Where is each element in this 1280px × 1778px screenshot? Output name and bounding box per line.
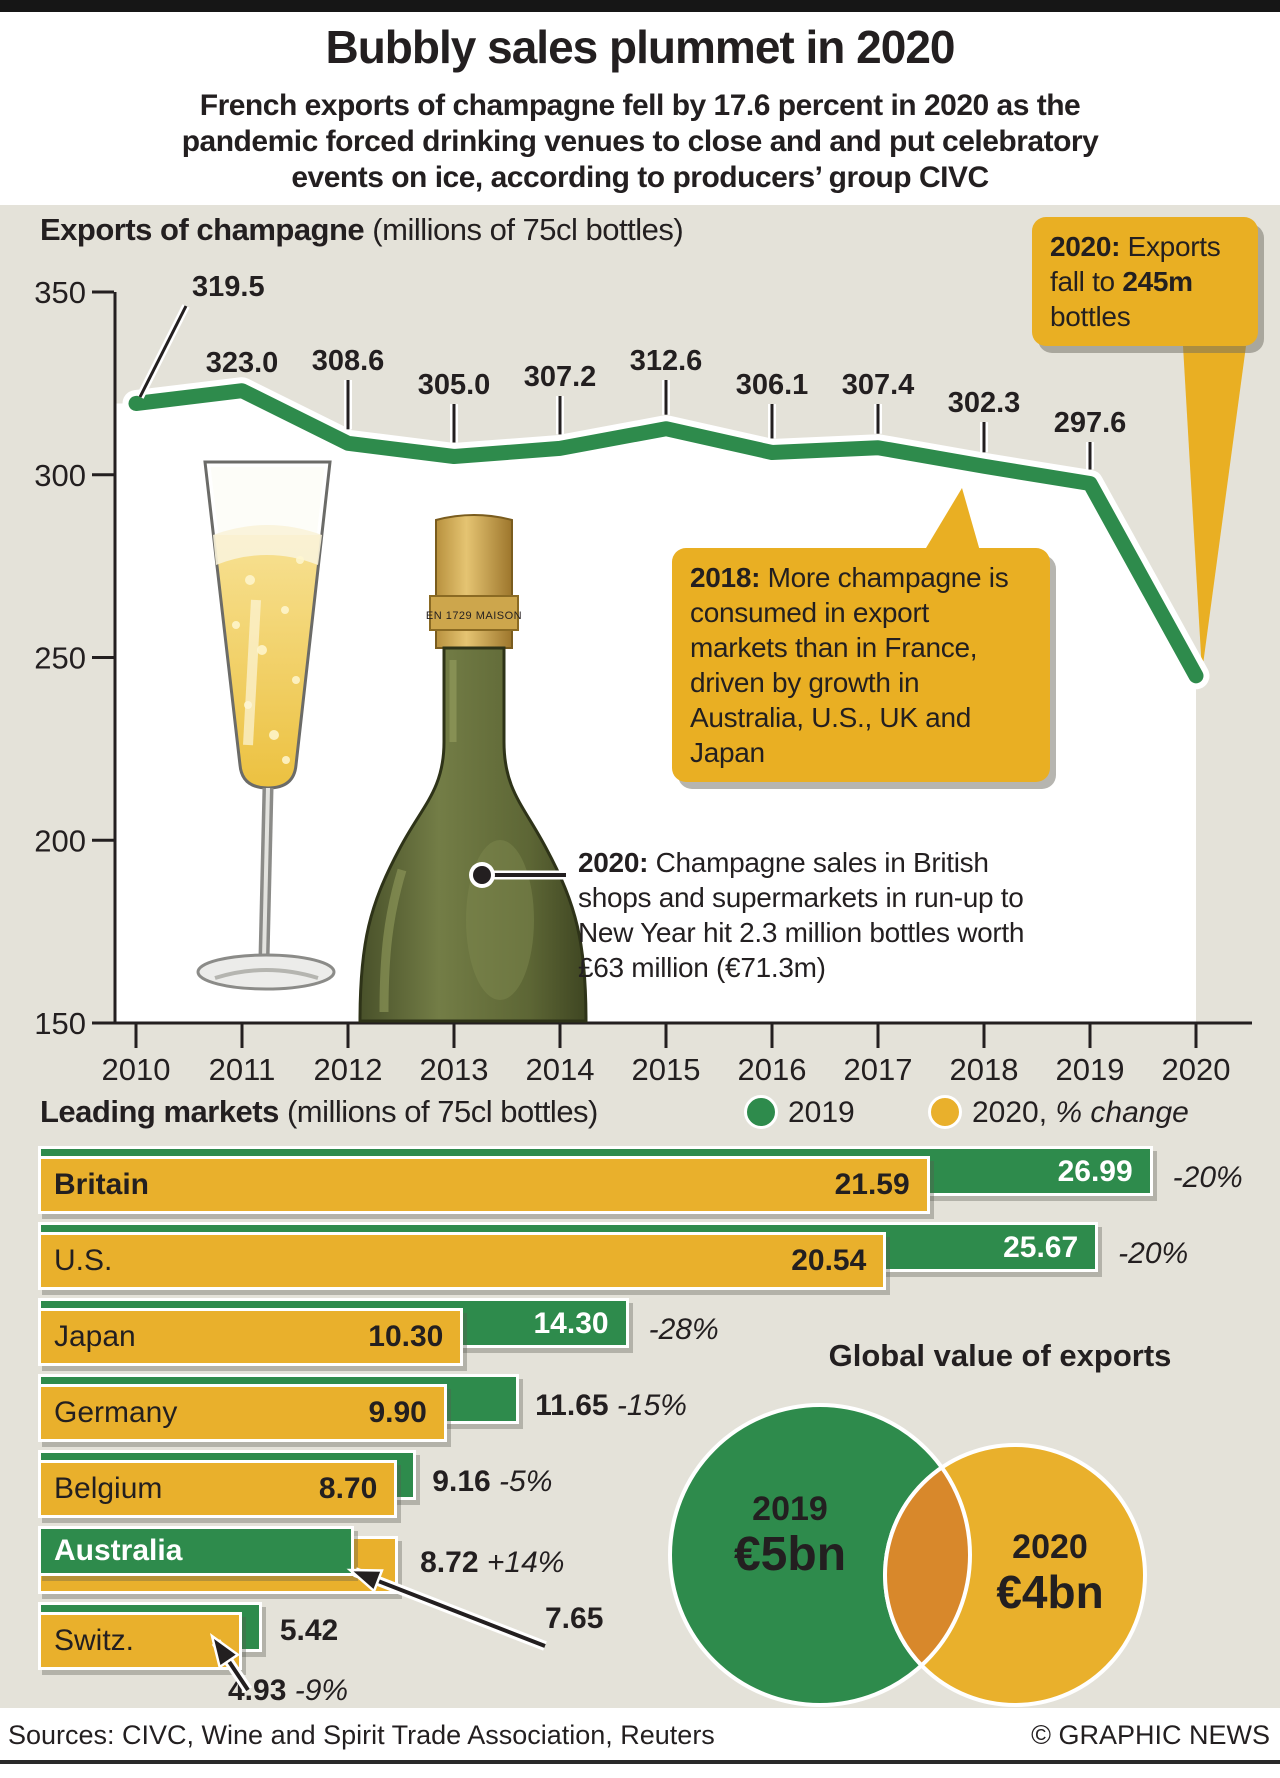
legend-2019-label: 2019	[788, 1096, 855, 1129]
bar-value-2019: 25.67	[1003, 1231, 1079, 1264]
bar-2019	[38, 1526, 354, 1576]
bar-value-2019: 26.99	[1057, 1155, 1133, 1188]
legend-2019-dot	[744, 1095, 778, 1129]
page-subtitle: French exports of champagne fell by 17.6…	[0, 88, 1280, 196]
bar-value-2020: 20.54	[791, 1244, 867, 1277]
bar-country-label: U.S.	[54, 1244, 113, 1277]
bar-value-2019: 5.42	[279, 1614, 339, 1647]
bar-value-2020-and-pct: 8.72 +14%	[420, 1546, 565, 1579]
bar-country-label: Australia	[54, 1534, 183, 1567]
subtitle-line-1: French exports of champagne fell by 17.6…	[199, 89, 1081, 122]
bar-chart-title-rest: (millions of 75cl bottles)	[278, 1094, 598, 1129]
bar-2020	[38, 1156, 930, 1214]
bar-value-2019: 7.65	[545, 1602, 604, 1635]
callout-2018-export-markets: 2018: More champagne is consumed in expo…	[672, 548, 1050, 782]
bar-2020	[38, 1232, 887, 1290]
bar-country-label: Switz.	[54, 1624, 135, 1657]
legend-2020-dot	[928, 1095, 962, 1129]
bar-pct-change: -20%	[1172, 1161, 1243, 1194]
top-black-bar	[0, 0, 1280, 12]
line-chart-title: Exports of champagne (millions of 75cl b…	[40, 212, 684, 248]
bar-country-label: Japan	[54, 1320, 136, 1353]
bar-pct-change: -28%	[648, 1313, 719, 1346]
bar-chart-title: Leading markets (millions of 75cl bottle…	[40, 1094, 598, 1130]
line-chart-title-bold: Exports of champagne	[40, 212, 365, 247]
bar-country-label: Belgium	[54, 1472, 163, 1505]
bar-value-2020: 9.90	[368, 1396, 427, 1429]
line-chart-title-rest: (millions of 75cl bottles)	[364, 212, 684, 247]
callout-2020-exports: 2020: Exports fall to 245m bottles	[1032, 217, 1258, 346]
bar-2020	[38, 1460, 398, 1518]
bar-2020	[38, 1384, 447, 1442]
page-title: Bubbly sales plummet in 2020	[325, 21, 955, 73]
bar-country-label: Britain	[54, 1168, 150, 1201]
footer: Sources: CIVC, Wine and Spirit Trade Ass…	[0, 1708, 1280, 1760]
bar-value-2020-and-pct: 4.93 -9%	[228, 1674, 349, 1707]
note-2020-british-sales: 2020: Champagne sales in British shops a…	[578, 847, 1025, 983]
global-value-title: Global value of exports	[828, 1338, 1172, 1373]
bar-value-2019-and-pct: 9.16 -5%	[432, 1465, 553, 1498]
bar-value-2019-and-pct: 11.65 -15%	[535, 1389, 687, 1422]
sources-text: Sources: CIVC, Wine and Spirit Trade Ass…	[8, 1720, 715, 1750]
subtitle-line-2: pandemic forced drinking venues to close…	[181, 125, 1099, 158]
bar-value-2019: 14.30	[533, 1307, 609, 1340]
subtitle-line-3: events on ice, according to producers’ g…	[291, 161, 989, 194]
bar-value-2020: 8.70	[318, 1472, 378, 1505]
bar-pct-change: -20%	[1118, 1237, 1189, 1270]
bar-value-2020: 10.30	[368, 1320, 444, 1353]
bottom-rule	[0, 1760, 1280, 1764]
bar-value-2020: 21.59	[834, 1168, 910, 1201]
legend-2020-label: 2020, % change	[972, 1096, 1189, 1129]
bar-2020	[38, 1308, 464, 1366]
credit-text: © GRAPHIC NEWS	[1031, 1720, 1270, 1750]
bar-country-label: Germany	[54, 1396, 178, 1429]
bar-chart-title-bold: Leading markets	[40, 1094, 279, 1129]
